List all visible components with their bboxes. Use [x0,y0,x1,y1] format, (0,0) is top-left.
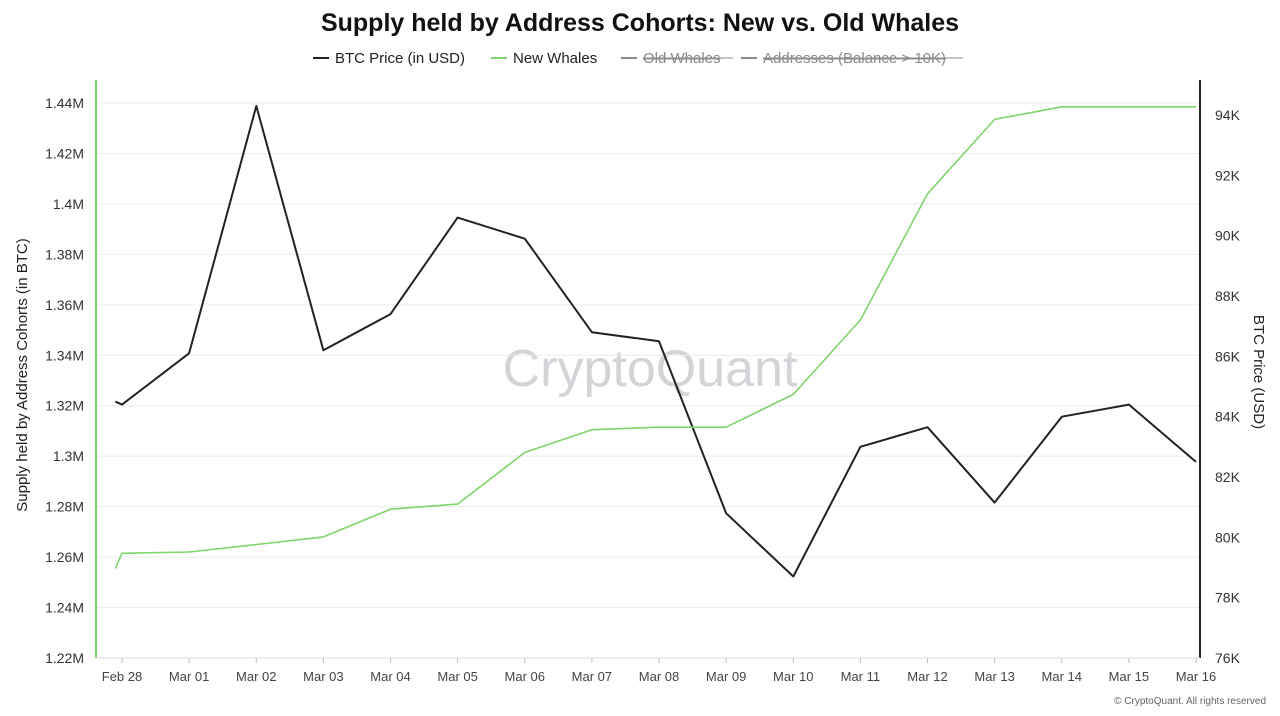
legend-item[interactable]: Old Whales [621,50,733,67]
copyright-notice: © CryptoQuant. All rights reserved [1114,696,1266,707]
y-left-tick-label: 1.4M [53,196,84,212]
y-left-tick-label: 1.36M [45,297,84,313]
y-left-tick-label: 1.22M [45,650,84,666]
legend: BTC Price (in USD) New Whales Old Whales Ad… [313,50,963,67]
x-tick-label: Feb 28 [102,669,142,684]
x-tick-label: Mar 07 [572,669,612,684]
y-left-tick-label: 1.42M [45,145,84,161]
y-right-tick-label: 94K [1215,107,1241,123]
x-tick-label: Mar 05 [437,669,477,684]
x-tick-label: Mar 16 [1176,669,1216,684]
watermark: CryptoQuant [503,340,798,398]
y-left-tick-label: 1.26M [45,549,84,565]
x-tick-label: Mar 03 [303,669,343,684]
x-tick-label: Mar 12 [907,669,947,684]
axes [95,80,1201,663]
y-right-tick-label: 90K [1215,228,1241,244]
y-right-tick-label: 76K [1215,650,1241,666]
y-right-axis-title: BTC Price (USD) [1250,315,1267,429]
y-left-tick-label: 1.38M [45,246,84,262]
x-tick-label: Mar 10 [773,669,813,684]
x-tick-label: Mar 15 [1109,669,1149,684]
legend-item[interactable]: BTC Price (in USD) [313,50,465,67]
y-right-tick-label: 78K [1215,590,1241,606]
y-left-tick-label: 1.34M [45,347,84,363]
y-right-tick-label: 86K [1215,348,1241,364]
axis-labels: 1.22M 1.24M 1.26M 1.28M 1.3M 1.32M 1.34M 1.36M 1… [14,95,1267,684]
y-left-tick-label: 1.28M [45,499,84,515]
y-left-tick-label: 1.32M [45,398,84,414]
legend-item[interactable]: Addresses (Balance > 10K) [741,50,963,67]
legend-item[interactable]: New Whales [491,50,597,67]
x-tick-label: Mar 04 [370,669,410,684]
chart-title: Supply held by Address Cohorts: New vs. … [321,9,959,37]
x-tick-label: Mar 14 [1042,669,1082,684]
legend-label: BTC Price (in USD) [335,50,465,67]
y-left-axis-title: Supply held by Address Cohorts (in BTC) [14,238,31,511]
x-tick-label: Mar 08 [639,669,679,684]
y-right-tick-label: 82K [1215,469,1241,485]
x-tick-label: Mar 13 [974,669,1014,684]
new-whales-line [114,106,1196,569]
y-left-tick-label: 1.3M [53,448,84,464]
btc-price-line [114,105,1197,578]
y-right-tick-label: 80K [1215,529,1241,545]
x-tick-label: Mar 01 [169,669,209,684]
x-tick-label: Mar 02 [236,669,276,684]
x-tick-label: Mar 06 [505,669,545,684]
x-tick-label: Mar 09 [706,669,746,684]
legend-label: New Whales [513,50,597,67]
y-right-tick-label: 84K [1215,409,1241,425]
x-tick-label: Mar 11 [841,669,881,684]
y-left-tick-label: 1.44M [45,95,84,111]
y-left-tick-label: 1.24M [45,600,84,616]
y-right-tick-label: 88K [1215,288,1241,304]
series-lines [114,105,1197,578]
y-right-tick-label: 92K [1215,167,1241,183]
